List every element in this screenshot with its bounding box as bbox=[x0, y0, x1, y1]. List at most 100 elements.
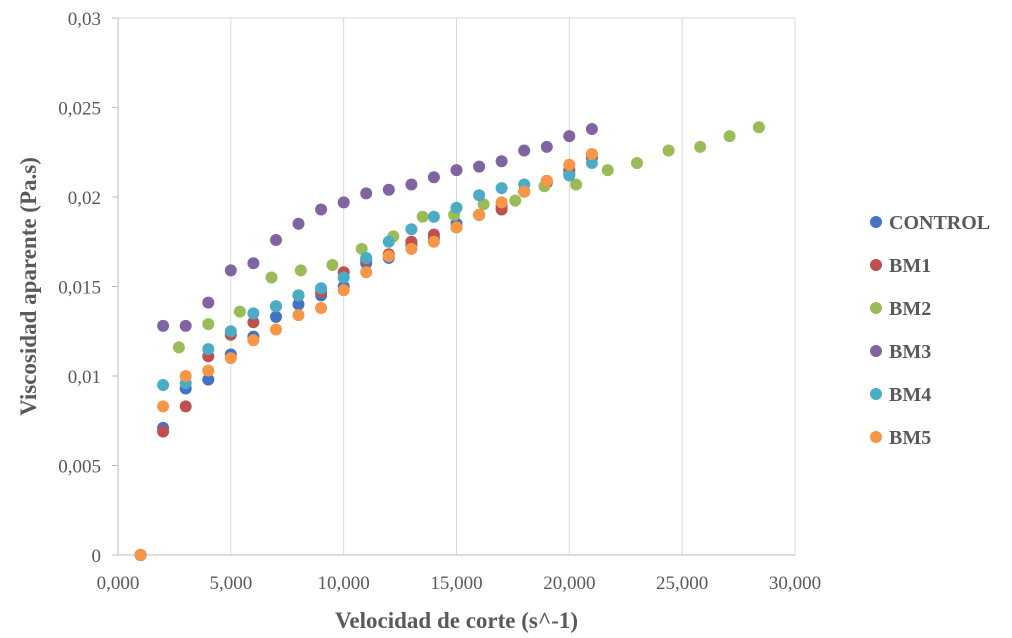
data-point bbox=[202, 318, 215, 331]
legend-marker bbox=[870, 216, 882, 228]
y-tick-label: 0,025 bbox=[58, 99, 101, 120]
data-point bbox=[294, 264, 307, 277]
data-point bbox=[179, 400, 192, 413]
data-point bbox=[157, 425, 170, 438]
data-point bbox=[473, 160, 486, 173]
x-tick-label: 20,000 bbox=[543, 573, 595, 594]
legend-marker bbox=[870, 388, 882, 400]
data-point bbox=[247, 257, 260, 270]
data-point bbox=[495, 182, 508, 195]
y-tick-label: 0,005 bbox=[58, 457, 101, 478]
legend-label: BM5 bbox=[889, 427, 931, 449]
data-point bbox=[179, 370, 192, 382]
y-tick-label: 0,03 bbox=[68, 9, 101, 30]
data-point bbox=[382, 250, 395, 263]
data-point bbox=[202, 296, 215, 309]
series-bm3 bbox=[134, 123, 598, 561]
legend-marker bbox=[870, 345, 882, 357]
data-point bbox=[337, 284, 350, 297]
data-point bbox=[224, 264, 237, 277]
legend-label: CONTROL bbox=[889, 212, 990, 234]
data-point bbox=[202, 364, 215, 377]
data-point bbox=[337, 271, 350, 284]
data-point bbox=[563, 169, 576, 182]
x-tick-label: 10,000 bbox=[318, 573, 370, 594]
x-tick-label: 5,000 bbox=[209, 573, 252, 594]
legend-label: BM1 bbox=[889, 255, 931, 277]
x-tick-label: 30,000 bbox=[769, 573, 821, 594]
data-point bbox=[473, 208, 486, 221]
data-point bbox=[694, 140, 707, 153]
x-tick-label: 0,000 bbox=[97, 573, 140, 594]
data-point bbox=[427, 210, 440, 223]
data-point bbox=[292, 298, 305, 311]
data-points bbox=[134, 121, 765, 561]
data-point bbox=[265, 271, 278, 284]
data-point bbox=[662, 144, 675, 157]
data-point bbox=[315, 302, 328, 314]
data-point bbox=[355, 242, 368, 255]
data-point bbox=[427, 171, 440, 184]
data-point bbox=[157, 379, 170, 391]
data-point bbox=[202, 343, 215, 356]
legend-item: BM5 bbox=[870, 427, 931, 449]
data-point bbox=[631, 157, 643, 169]
data-point bbox=[360, 251, 373, 264]
series-bm1 bbox=[134, 151, 598, 561]
y-tick-label: 0,02 bbox=[68, 188, 101, 209]
legend-item: BM3 bbox=[870, 341, 931, 363]
data-point bbox=[563, 130, 576, 143]
data-point bbox=[477, 198, 490, 211]
legend: CONTROL BM1 BM2 BM3 BM4 BM5 bbox=[870, 212, 990, 449]
series-bm2 bbox=[134, 121, 765, 561]
data-point bbox=[416, 210, 429, 223]
data-point bbox=[601, 164, 614, 177]
data-point bbox=[270, 323, 282, 336]
data-point bbox=[337, 196, 350, 209]
series-bm5 bbox=[134, 148, 598, 561]
data-point bbox=[723, 130, 736, 143]
x-axis-ticks: 0,000 5,000 10,000 15,000 20,000 25,000 30,000 bbox=[97, 573, 822, 594]
data-point bbox=[360, 187, 373, 200]
data-point bbox=[247, 316, 260, 329]
legend-label: BM3 bbox=[889, 341, 931, 363]
y-axis-ticks: 0 0,005 0,01 0,015 0,02 0,025 0,03 bbox=[58, 9, 118, 567]
data-point bbox=[405, 178, 418, 191]
data-point bbox=[518, 144, 531, 157]
legend-item: CONTROL bbox=[870, 212, 990, 234]
data-point bbox=[585, 157, 598, 169]
data-point bbox=[563, 158, 576, 171]
data-point bbox=[570, 178, 583, 191]
data-point bbox=[247, 307, 260, 320]
data-point bbox=[157, 400, 170, 413]
data-point bbox=[224, 325, 237, 338]
data-point bbox=[405, 242, 418, 255]
data-point bbox=[382, 235, 395, 248]
data-point bbox=[270, 300, 282, 313]
x-tick-label: 25,000 bbox=[656, 573, 708, 594]
data-point bbox=[247, 334, 260, 347]
data-point bbox=[427, 235, 440, 248]
data-point bbox=[405, 223, 418, 236]
data-point bbox=[495, 196, 508, 209]
legend-label: BM2 bbox=[889, 298, 931, 320]
data-point bbox=[315, 203, 328, 216]
legend-marker bbox=[870, 431, 882, 443]
data-point bbox=[495, 155, 508, 168]
data-point bbox=[202, 373, 215, 386]
data-point bbox=[382, 183, 395, 196]
data-point bbox=[540, 140, 553, 153]
legend-item: BM4 bbox=[870, 384, 931, 406]
x-axis-title: Velocidad de corte (s^-1) bbox=[335, 608, 578, 633]
y-tick-label: 0 bbox=[92, 546, 102, 567]
data-point bbox=[224, 352, 237, 365]
data-point bbox=[540, 174, 553, 187]
legend-label: BM4 bbox=[889, 384, 931, 406]
data-point bbox=[315, 282, 328, 295]
data-point bbox=[172, 341, 185, 354]
data-point bbox=[134, 549, 147, 561]
data-point bbox=[292, 309, 305, 322]
data-point bbox=[270, 234, 282, 246]
data-point bbox=[450, 164, 463, 177]
